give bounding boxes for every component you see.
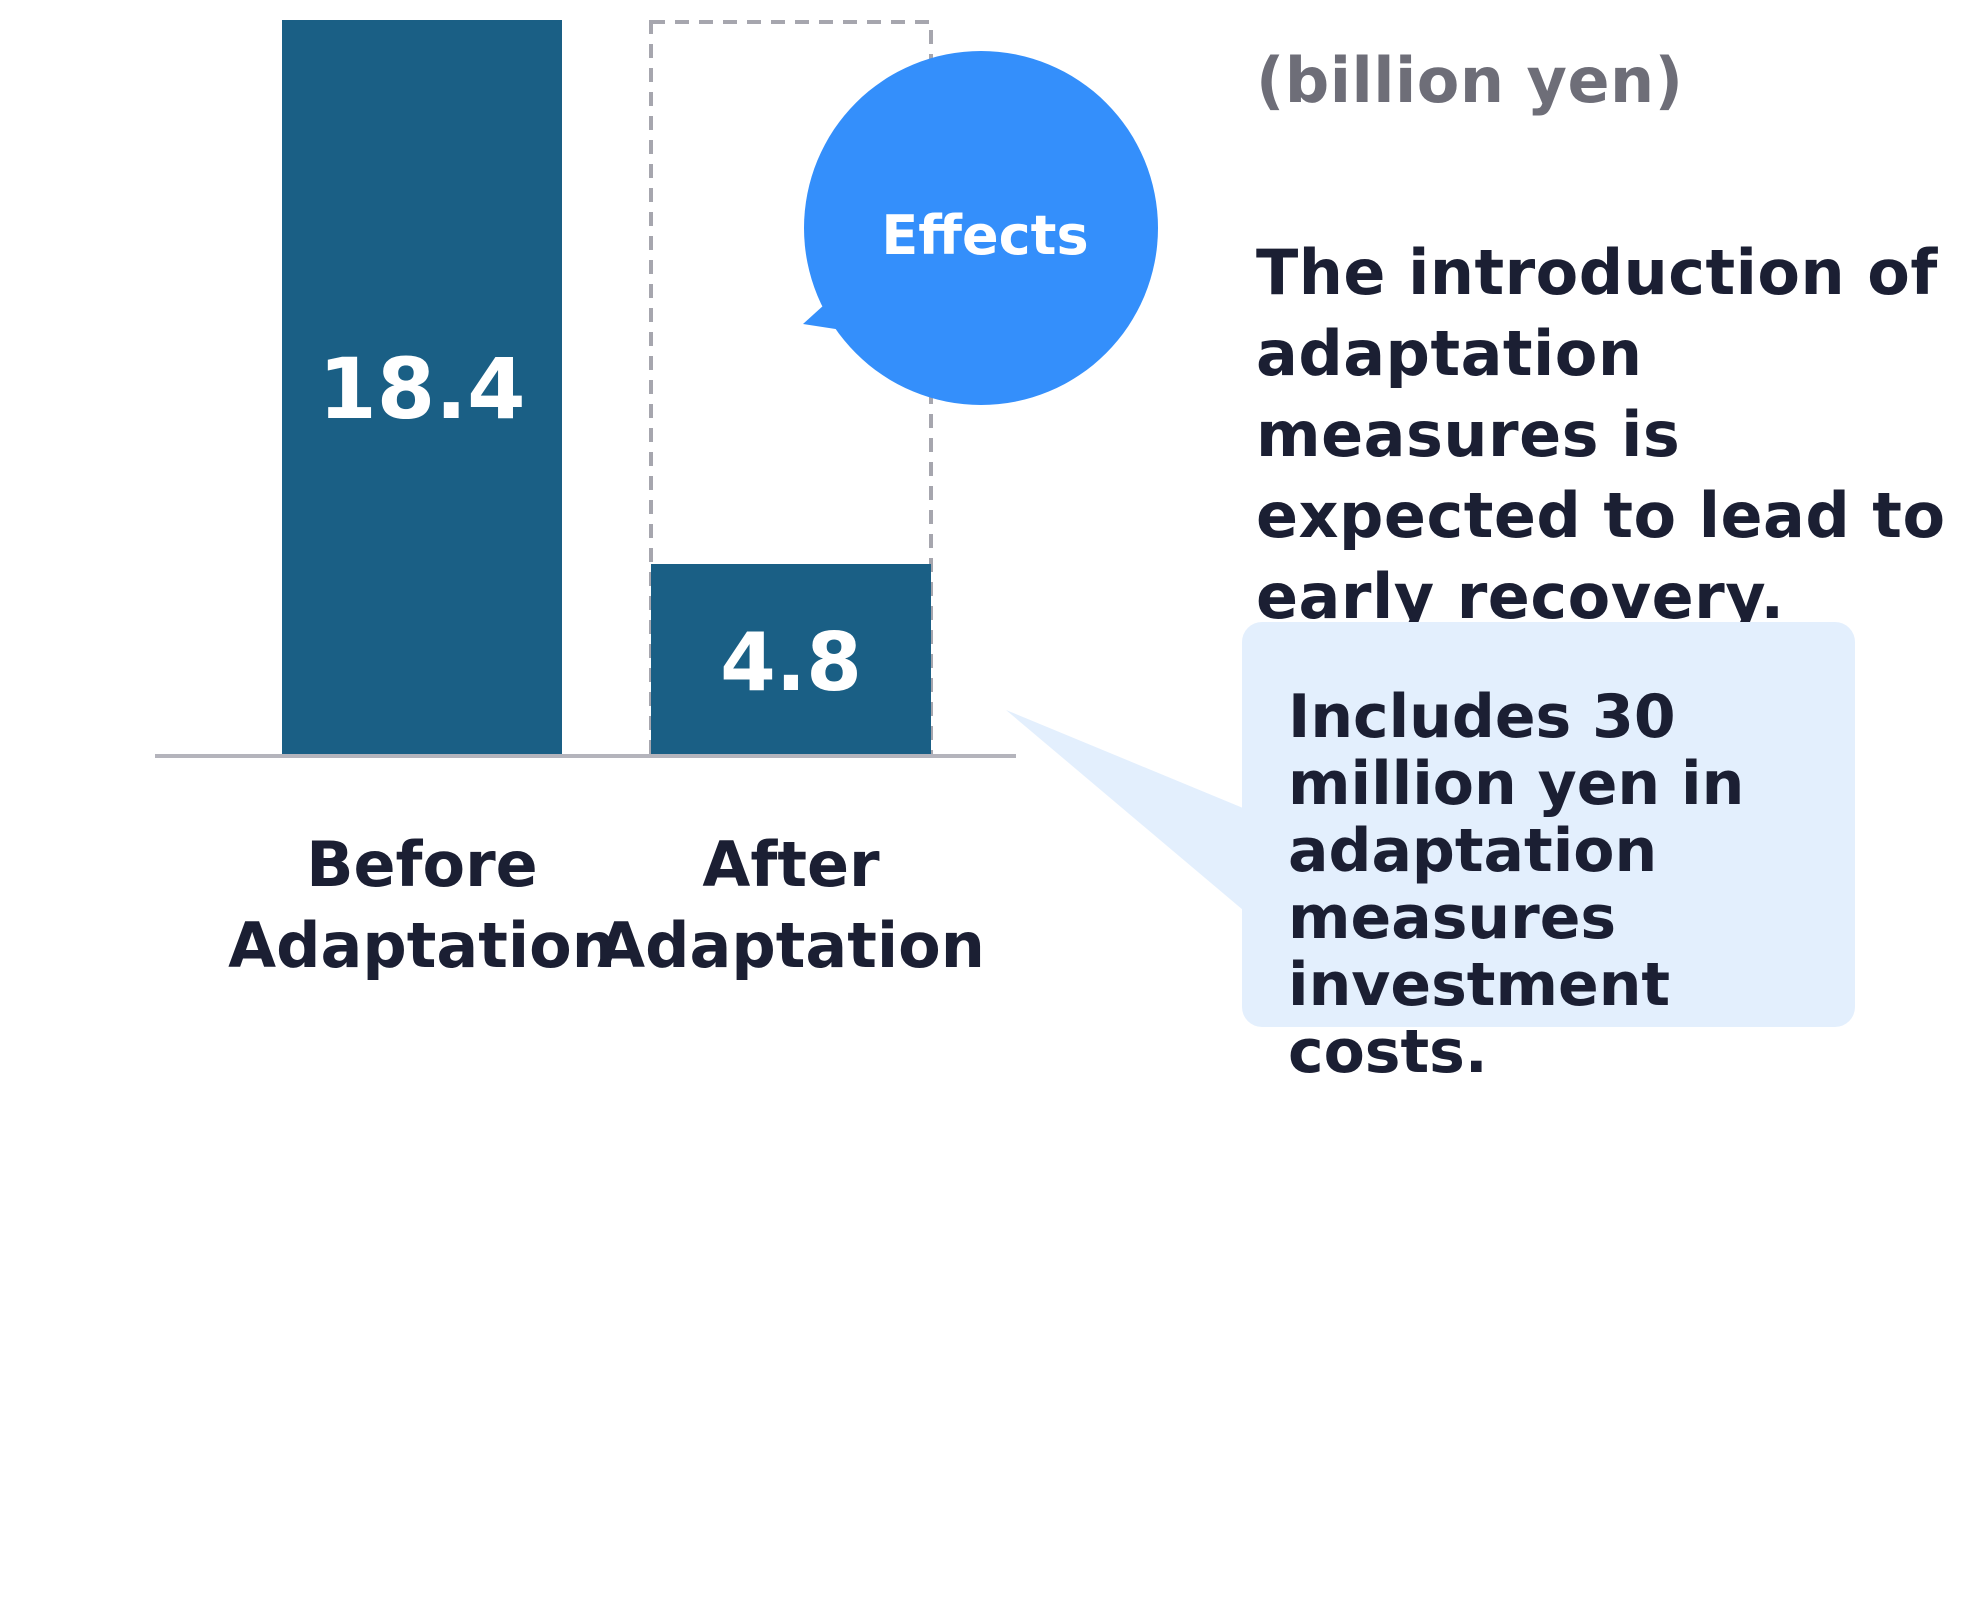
bar-after-adaptation (651, 564, 931, 756)
category-label-before-adaptation-line-1: Before (306, 828, 538, 901)
headline-text: The introduction of adaptation measures … (1256, 236, 1946, 633)
category-label-after-adaptation-line-1: After (702, 828, 880, 901)
category-label-before-adaptation-line-2: Adaptation (228, 909, 616, 982)
category-label-after-adaptation-line-2: Adaptation (597, 909, 985, 982)
value-label-before-adaptation: 18.4 (318, 340, 525, 438)
value-label-after-adaptation: 4.8 (720, 616, 862, 709)
effects-callout-bubble: Effects (803, 51, 1158, 405)
note-pointer (1006, 710, 1243, 910)
bar-before-adaptation (282, 20, 562, 756)
note-text: Includes 30 million yen in adaptation me… (1288, 682, 1745, 1087)
unit-label: (billion yen) (1256, 44, 1684, 117)
note-box (1242, 622, 1855, 1027)
effects-callout-label: Effects (881, 204, 1088, 267)
